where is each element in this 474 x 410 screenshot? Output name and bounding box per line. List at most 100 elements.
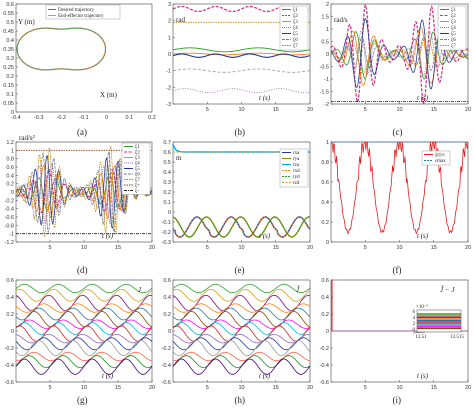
legend-label: ξ5 (135, 167, 140, 172)
y-tick-label: 0.1 (6, 92, 14, 98)
y-tick-label: 0.2 (163, 312, 171, 318)
y-tick-label: 0.5 (163, 160, 171, 166)
plot-frame (15, 279, 153, 383)
x-tick-label: 10 (238, 385, 244, 391)
y-tick-label: 0 (11, 190, 14, 196)
x-tick-label: 5 (206, 245, 209, 251)
y-tick-label: 0.4 (163, 295, 171, 301)
x-tick-label: -0.1 (79, 115, 88, 121)
y-tick-label: 0 (326, 52, 329, 58)
legend-label: ξ2 (293, 14, 298, 19)
caption-e: (e) (234, 265, 245, 275)
y-tick-label: 0.8 (6, 157, 14, 163)
xi1-line (172, 47, 311, 53)
inset-x-tick: 13.51 (415, 335, 427, 340)
x-tick-label: 10 (396, 245, 402, 251)
y-tick-label: -0.6 (162, 380, 171, 386)
y-tick-label: 0.4 (321, 295, 329, 301)
y-tick-label: 0 (168, 52, 171, 58)
y-tick-label: 1 (326, 140, 329, 146)
x-axis-label: t (s) (417, 94, 429, 102)
legend-label: rya (293, 157, 300, 162)
jacobian-entry-line (172, 358, 311, 375)
y-tick-label: 0.5 (6, 20, 14, 26)
xi6-velocity-line (331, 36, 469, 71)
legend-box (279, 148, 309, 188)
jacobian-entry-line (15, 294, 153, 312)
x-tick-label: 0 (105, 115, 108, 121)
x-tick-label: 10 (238, 107, 244, 113)
x-tick-label: 5 (206, 385, 209, 391)
y-tick-label: 0.3 (6, 56, 14, 62)
caption-c: (c) (392, 127, 403, 137)
unit-label: rad/s (334, 16, 348, 24)
xi6-line (172, 68, 311, 73)
y-tick-label: 0.6 (163, 278, 171, 284)
caption-i: (i) (392, 395, 402, 405)
x-axis-label: X (m) (100, 91, 118, 99)
legend-label: rza (293, 163, 300, 168)
jacobian-entry-line (15, 289, 153, 302)
y-tick-label: 0.05 (3, 101, 14, 107)
y-tick-label: 0 (326, 240, 329, 246)
y-tick-label: 0.4 (6, 38, 14, 44)
y-tick-label: -0.4 (5, 207, 14, 213)
legend-label: ξ7 (293, 44, 298, 49)
x-axis-label: t (s) (417, 372, 429, 380)
x-tick-label: 20 (465, 107, 471, 113)
jacobian-entry-line (15, 322, 153, 335)
legend-label: ξ- (135, 189, 139, 194)
legend-label: ξ7 (451, 44, 456, 49)
y-tick-label: 0.7 (163, 140, 171, 146)
legend-label: ξ6 (135, 173, 140, 178)
y-tick-label: 0.6 (6, 278, 14, 284)
x-tick-label: 15 (115, 245, 121, 251)
x-tick-label: 20 (307, 385, 313, 391)
x-tick-label: 15 (273, 107, 279, 113)
unit-label: m (176, 154, 182, 162)
y-tick-label: -0.4 (162, 363, 171, 369)
y-tick-label: -0.8 (5, 223, 14, 229)
y-tick-label: 0 (168, 329, 171, 335)
caption-f: (f) (392, 265, 402, 275)
ryd-line (172, 216, 311, 238)
jacobian-entry-line (15, 358, 153, 375)
legend-label: ||ε||∞ (435, 153, 445, 158)
y-tick-label: 0.6 (321, 278, 329, 284)
legend-label: ξ1 (293, 8, 298, 13)
plot-frame (172, 279, 311, 383)
y-tick-label: 0.6 (163, 150, 171, 156)
y-tick-label: -1 (324, 77, 329, 83)
x-tick-label: 20 (149, 385, 155, 391)
x-tick-label: 15 (273, 385, 279, 391)
panel-g: 0.6 0.4 0.2 0 -0.2 -0.4 -0.6 5 10 15 20 Jt (s) (5, 278, 156, 391)
y-tick-label: -2 (166, 85, 171, 91)
xi2-line (172, 5, 311, 13)
epsilon-norm-line (331, 140, 469, 235)
x-tick-label: 5 (206, 107, 209, 113)
legend-label: ξ4 (293, 26, 298, 31)
legend-label: End-effector trajectory (58, 14, 104, 19)
legend-label: ξ3 (451, 20, 456, 25)
inset-y-tick: 2 (413, 322, 416, 327)
legend-label: ξ2 (135, 151, 140, 156)
legend-label: ryd (293, 175, 300, 180)
x-tick-label: 15 (431, 107, 437, 113)
caption-h: (h) (234, 395, 246, 405)
legend-label: ξ+ (135, 184, 140, 189)
x-tick-label: 0.2 (148, 115, 156, 121)
caption-d: (d) (77, 265, 88, 275)
y-tick-label: 0.6 (6, 165, 14, 171)
plot-frame (15, 3, 153, 113)
x-tick-label: 15 (431, 245, 437, 251)
y-tick-label: 0.15 (3, 83, 14, 89)
jacobian-entry-line (15, 303, 153, 313)
jacobian-entry-line (172, 322, 311, 335)
y-tick-label: 0 (11, 110, 14, 116)
x-tick-label: 10 (81, 385, 87, 391)
unit-label: rad (176, 16, 185, 24)
legend-label: ξ7 (135, 178, 140, 183)
